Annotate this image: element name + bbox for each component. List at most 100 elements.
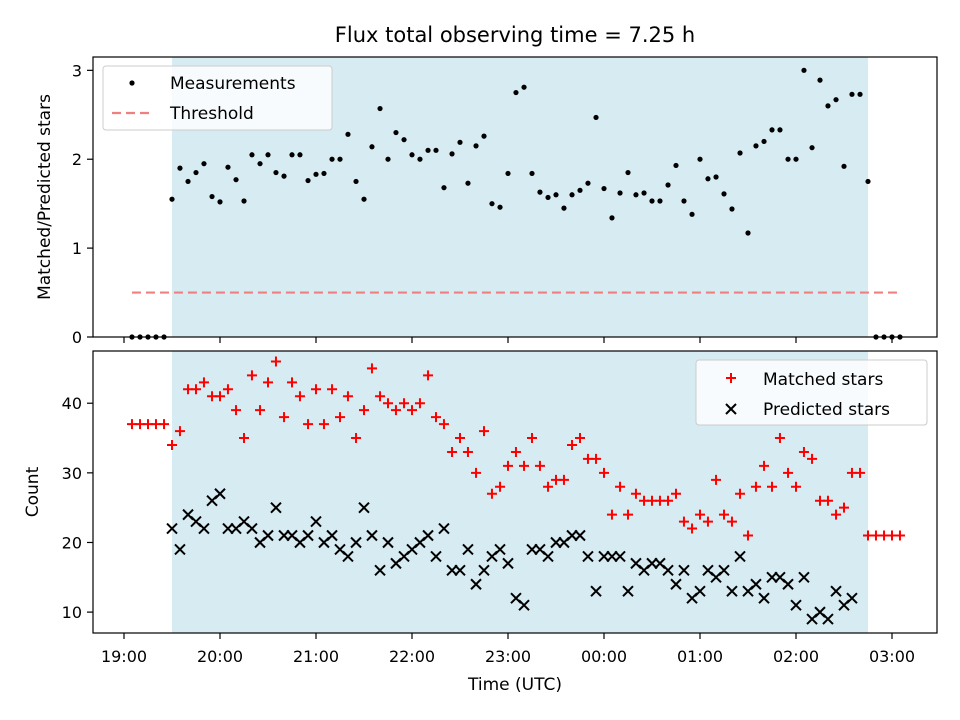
measurement-point [433,147,439,153]
measurement-point [377,105,383,112]
bottom-y-axis-label: Count [23,466,43,517]
matched-star-point [807,453,818,464]
matched-star-point [615,481,626,492]
x-tick-label: 20:00 [197,647,243,666]
measurement-point [345,131,351,137]
matched-star-point [215,391,225,402]
top-legend: Measurements Threshold [102,65,333,131]
matched-star-point [447,446,458,457]
measurement-point [393,129,399,136]
matched-star-point [191,384,201,395]
measurement-point [305,177,311,184]
predicted-star-point [574,529,586,542]
top-y-axis-label: Matched/Predicted stars [35,94,55,300]
measurement-point [545,194,551,201]
measurement-point [745,230,751,236]
measurement-point [697,156,703,162]
x-axis-label: Time (UTC) [467,675,562,695]
top-plot-frame [92,56,938,338]
measurement-point [761,138,767,145]
matched-star-point [711,474,722,485]
measurement-point [385,156,391,162]
matched-star-point [303,419,314,430]
matched-star-point [486,488,497,499]
predicted-star-point [694,585,706,597]
measurement-point [769,127,775,133]
measurement-point [673,162,679,169]
measurement-point [337,156,343,162]
measurement-point [321,170,327,177]
measurement-point [521,84,527,90]
matched-star-point [318,419,329,430]
predicted-star-point [302,529,314,542]
measurement-point [849,91,855,97]
x-tick-label: 22:00 [389,647,435,666]
measurement-point [233,177,239,183]
legend-predicted-label: Predicted stars [763,400,890,420]
measurement-point [201,161,207,167]
matched-star-point [558,474,569,485]
x-tick-label: 00:00 [581,647,627,666]
measurement-point [481,133,487,139]
matched-star-point [687,523,698,534]
y-tick-label: 1 [72,239,82,258]
matched-star-point [366,363,377,374]
measurement-point [617,190,623,196]
matched-star-point [270,356,281,367]
matched-star-point [351,433,362,444]
measurement-point [297,152,303,158]
matched-star-point [383,398,393,409]
y-tick-label: 40 [62,394,82,413]
matched-star-point [567,440,578,450]
predicted-star-point [478,564,490,577]
measurement-point [241,198,247,204]
matched-star-point [599,467,609,478]
matched-star-point [342,391,353,402]
measurement-point [737,150,743,156]
predicted-star-point [422,529,434,542]
matched-star-point [534,460,545,471]
matched-star-point [575,433,585,444]
measurement-point [577,187,583,193]
measurement-point [193,169,199,176]
matched-star-point [743,530,753,541]
matched-star-point [750,481,761,492]
measurement-point [609,215,615,221]
matched-star-point [695,509,705,520]
measurement-point [313,171,319,177]
measurement-point [489,201,495,207]
measurement-point [665,182,671,188]
measurement-point [625,169,631,176]
predicted-star-point [246,522,258,535]
bottom-legend-box [695,359,928,426]
matched-star-point [735,488,746,499]
measurement-point [457,139,463,145]
measurement-point [185,178,191,185]
measurement-point [225,164,231,170]
predicted-star-point [678,564,690,577]
x-tick-label: 02:00 [773,647,819,666]
predicted-star-point [758,592,770,604]
bottom-plot-frame [92,350,938,634]
predicted-star-point [462,543,474,556]
measurement-point [409,152,415,158]
measurement-point [281,173,287,179]
measurement-point [417,156,423,162]
matched-star-point [174,426,185,437]
predicted-star-point [670,578,682,590]
measurement-point [833,97,839,103]
measurement-point [273,169,279,176]
matched-star-point [543,481,554,492]
matched-star-point [663,495,674,506]
matched-star-point [671,488,681,499]
measurement-point [593,114,599,121]
bottom-legend: Matched stars Predicted stars [695,359,928,426]
predicted-star-point [262,529,274,542]
predicted-star-point [366,529,378,542]
predicted-star-point [350,536,362,549]
measurement-point [561,205,567,211]
legend-threshold-label: Threshold [169,104,254,124]
matched-star-point [623,509,633,520]
matched-star-point [390,405,401,416]
